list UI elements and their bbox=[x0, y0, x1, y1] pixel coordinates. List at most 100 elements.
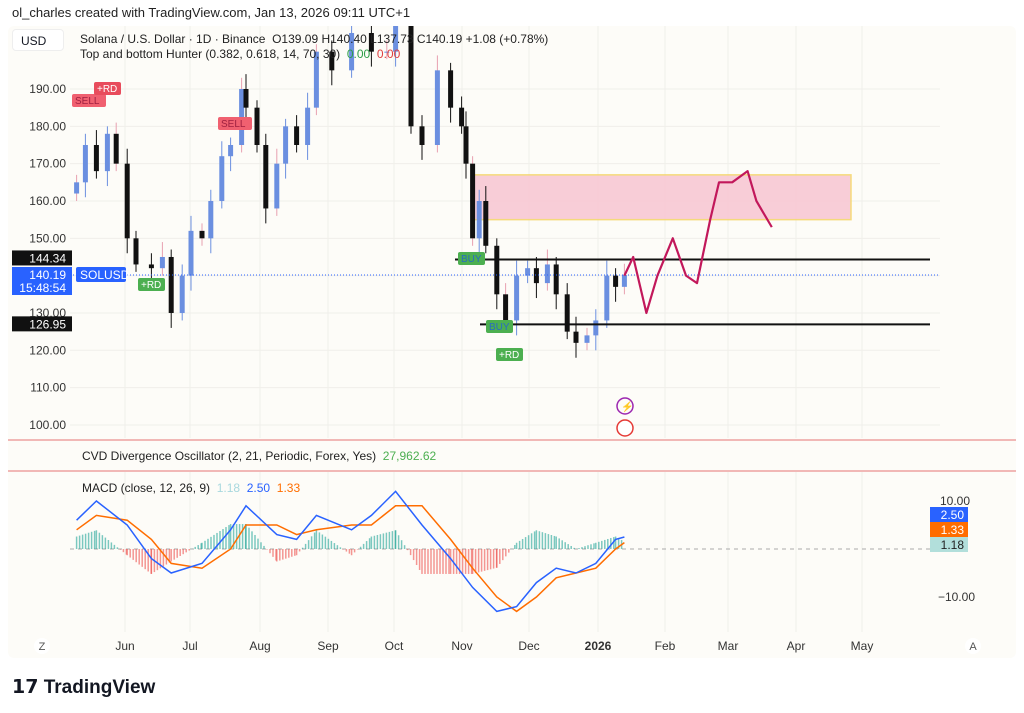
candle bbox=[124, 163, 130, 239]
axis-button-label: Z bbox=[39, 641, 46, 653]
us-flag-event-icon bbox=[616, 419, 634, 437]
credit-text: ol_charles created with TradingView.com,… bbox=[12, 5, 411, 20]
lightning-event-icon bbox=[616, 397, 634, 415]
logo-mark-icon: 𝟭𝟳 bbox=[12, 677, 44, 698]
candle bbox=[584, 335, 590, 343]
candle bbox=[349, 33, 355, 71]
candle bbox=[470, 163, 476, 239]
candle bbox=[573, 331, 579, 343]
price-tick-label: 120.00 bbox=[29, 343, 66, 357]
cvd-legend: CVD Divergence Oscillator (2, 21, Period… bbox=[82, 449, 436, 463]
time-axis-label: Sep bbox=[317, 639, 339, 653]
tradingview-logo[interactable]: 𝟭𝟳 TradingView bbox=[12, 676, 155, 699]
sell-signal: SELL bbox=[75, 96, 100, 107]
candle bbox=[219, 156, 225, 201]
candle bbox=[593, 320, 599, 336]
candle bbox=[448, 70, 454, 108]
level-low-label: 126.95 bbox=[29, 317, 66, 331]
candle bbox=[283, 126, 289, 164]
macd-line bbox=[76, 490, 625, 613]
logo-text: TradingView bbox=[43, 677, 156, 698]
axis-button-label: A bbox=[969, 641, 977, 653]
currency-button[interactable]: USD bbox=[12, 29, 64, 51]
cvd-title: CVD Divergence Oscillator (2, 21, Period… bbox=[82, 449, 377, 463]
candle bbox=[368, 33, 374, 52]
candle bbox=[74, 182, 80, 194]
macd-value-label: 1.18 bbox=[941, 538, 965, 552]
candle bbox=[82, 144, 88, 183]
projection-path bbox=[623, 170, 773, 315]
candle bbox=[384, 51, 390, 53]
price-tick-label: 110.00 bbox=[30, 381, 66, 395]
candle bbox=[305, 107, 311, 145]
macd-legend: MACD (close, 12, 26, 9) 1.18 2.50 1.33 bbox=[82, 481, 300, 495]
time-axis-label: Apr bbox=[787, 639, 806, 653]
price-tick-label: 170.00 bbox=[29, 157, 66, 171]
macd-hist-value: 1.18 bbox=[216, 481, 241, 495]
macd-title: MACD (close, 12, 26, 9) bbox=[82, 481, 211, 495]
symbol-tag: SOLUSD bbox=[80, 268, 130, 282]
candle bbox=[313, 51, 319, 108]
time-axis-label: Feb bbox=[655, 639, 676, 653]
axis-button bbox=[34, 638, 50, 654]
price-tick-label: 180.00 bbox=[29, 119, 66, 133]
buy-signal: BUY bbox=[489, 322, 510, 333]
candle bbox=[199, 230, 205, 239]
candle bbox=[188, 230, 194, 276]
candle bbox=[476, 200, 482, 239]
macd-value-bg bbox=[930, 522, 968, 537]
candle bbox=[525, 268, 531, 276]
candle bbox=[494, 245, 500, 295]
indicator-value-1: 0.00 bbox=[346, 47, 371, 61]
price-tick-label: 100.00 bbox=[29, 418, 66, 432]
time-axis-label: Mar bbox=[718, 639, 739, 653]
symbol-legend: Solana / U.S. Dollar · 1D · Binance O139… bbox=[80, 32, 548, 46]
time-axis-label: Dec bbox=[518, 639, 539, 653]
candle bbox=[483, 200, 489, 246]
candle bbox=[503, 294, 509, 321]
ohlc-values: O139.09 H140.40 L137.73 C140.19 +1.08 (+… bbox=[272, 32, 549, 46]
candle bbox=[113, 133, 119, 164]
cvd-value: 27,962.62 bbox=[382, 449, 437, 463]
candle bbox=[168, 256, 174, 313]
axis-button bbox=[965, 638, 981, 654]
candle bbox=[263, 144, 269, 209]
candle bbox=[463, 126, 469, 164]
candle bbox=[514, 275, 520, 321]
candle bbox=[254, 107, 260, 145]
time-axis-label: Aug bbox=[249, 639, 270, 653]
time-axis-label: Nov bbox=[451, 639, 472, 653]
macd-value-label: 2.50 bbox=[941, 508, 965, 522]
candle bbox=[104, 133, 110, 172]
countdown-label: 15:48:54 bbox=[19, 281, 66, 295]
candle bbox=[621, 274, 627, 287]
time-axis-label: Jun bbox=[115, 639, 134, 653]
candle bbox=[133, 238, 139, 265]
lightning-glyph: ⚡ bbox=[621, 400, 633, 413]
candle bbox=[243, 89, 249, 108]
sell-signal-bg bbox=[72, 94, 106, 107]
candle bbox=[408, 26, 414, 127]
candle bbox=[419, 126, 425, 145]
price-tick-label: 190.00 bbox=[29, 82, 66, 96]
candle bbox=[564, 294, 570, 332]
candle bbox=[553, 264, 559, 295]
macd-signal-line bbox=[76, 505, 625, 613]
level-low-label-bg bbox=[12, 316, 72, 332]
macd-value-bg bbox=[930, 537, 968, 552]
candle bbox=[604, 275, 610, 321]
candle bbox=[459, 107, 465, 127]
rd-signal: +RD bbox=[141, 280, 161, 291]
level-high-label: 144.34 bbox=[29, 251, 66, 265]
time-axis-label: 2026 bbox=[585, 639, 612, 653]
chart-frame bbox=[8, 26, 1016, 658]
candle bbox=[533, 268, 539, 284]
candle bbox=[274, 163, 280, 209]
level-high-label-bg bbox=[12, 250, 72, 266]
candle bbox=[148, 264, 154, 269]
time-axis-label: Oct bbox=[385, 639, 404, 653]
candles bbox=[74, 26, 627, 358]
target-zone bbox=[471, 174, 852, 221]
time-axis-label: Jul bbox=[182, 639, 197, 653]
